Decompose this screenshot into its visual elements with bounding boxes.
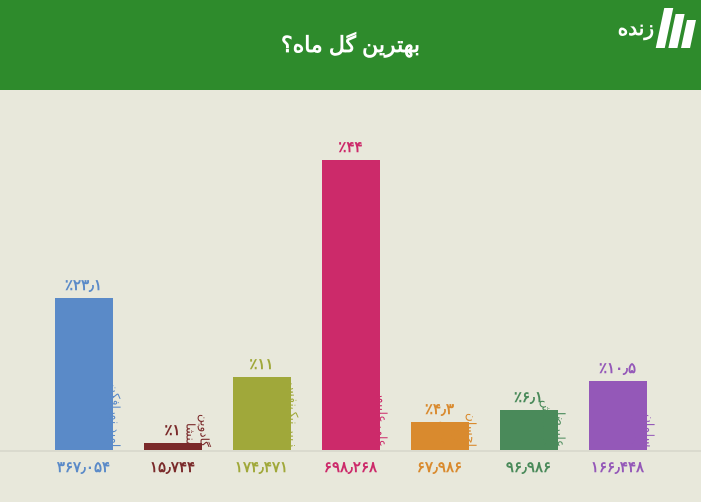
bar-rect: علیرضا جهانبخش: [500, 410, 558, 450]
bar-candidate-name: گادوین منشا: [184, 414, 212, 447]
bar-percent-label: ٪۴۴: [338, 138, 362, 156]
bar-vote-count: ۳۶۷٫۰۵۴: [48, 458, 120, 498]
bar-percent-label: ٪۱۱: [249, 355, 273, 373]
bar-group: ٪۱۱ زبیر نیک‌نفس: [226, 355, 298, 450]
bar-candidate-name: علیرضا جهانبخش: [540, 400, 568, 447]
bar-vote-count: ۱۷۴٫۴۷۱: [226, 458, 298, 498]
poll-title: بهترین گل ماه؟: [0, 32, 701, 58]
logo-bars-icon: [660, 8, 693, 48]
bar-percent-label: ٪۱: [164, 421, 180, 439]
bar-group: ٪۱۰٫۵ سلمان بحرانی: [582, 359, 654, 450]
bar-rect: گادوین منشا: [144, 443, 202, 450]
bar-rect: احسان حاج صفی: [411, 422, 469, 450]
bar-group: ٪۴۴ علی علیپور: [315, 138, 387, 450]
bar-rect: زبیر نیک‌نفس: [233, 377, 291, 450]
bar-vote-count: ۱۶۶٫۴۴۸: [582, 458, 654, 498]
bar-group: ٪۶٫۱علیرضا جهانبخش: [493, 388, 565, 450]
bar-rect: امید نورافکن: [55, 298, 113, 450]
bar-percent-label: ٪۱۰٫۵: [599, 359, 636, 377]
bar-candidate-name: امید نورافکن: [109, 384, 123, 447]
bar-chart: ٪۱۰٫۵ سلمان بحرانی ٪۶٫۱علیرضا جهانبخش ٪۴٫۳ا…: [0, 90, 701, 450]
bar-group: ٪۲۳٫۱ امید نورافکن: [48, 276, 120, 450]
bar-rect: علی علیپور: [322, 160, 380, 450]
live-label: زنده: [618, 16, 654, 41]
bar-vote-count: ۶۹۸٫۲۶۸: [315, 458, 387, 498]
vote-counts-row: ۱۶۶٫۴۴۸ ۹۶٫۹۸۶ ۶۷٫۹۸۶ ۶۹۸٫۲۶۸ ۱۷۴٫۴۷۱ ۱۵٫۷۴۴ ۳…: [0, 458, 701, 498]
bar-vote-count: ۶۷٫۹۸۶: [404, 458, 476, 498]
bar-vote-count: ۱۵٫۷۴۴: [137, 458, 209, 498]
bar-candidate-name: سلمان بحرانی: [629, 381, 657, 447]
channel-logo: زنده: [618, 8, 693, 48]
bar-candidate-name: زبیر نیک‌نفس: [287, 382, 301, 447]
bar-percent-label: ٪۲۳٫۱: [65, 276, 102, 294]
bar-candidate-name: علی علیپور: [376, 392, 390, 447]
divider-line: [0, 450, 701, 452]
bar-group: ٪۴٫۳احسان حاج صفی: [404, 400, 476, 450]
bar-candidate-name: احسان حاج صفی: [437, 413, 479, 447]
bar-vote-count: ۹۶٫۹۸۶: [493, 458, 565, 498]
bar-rect: سلمان بحرانی: [589, 381, 647, 450]
bar-group: ٪۱ گادوین منشا: [137, 421, 209, 450]
header-bar: زنده بهترین گل ماه؟: [0, 0, 701, 90]
